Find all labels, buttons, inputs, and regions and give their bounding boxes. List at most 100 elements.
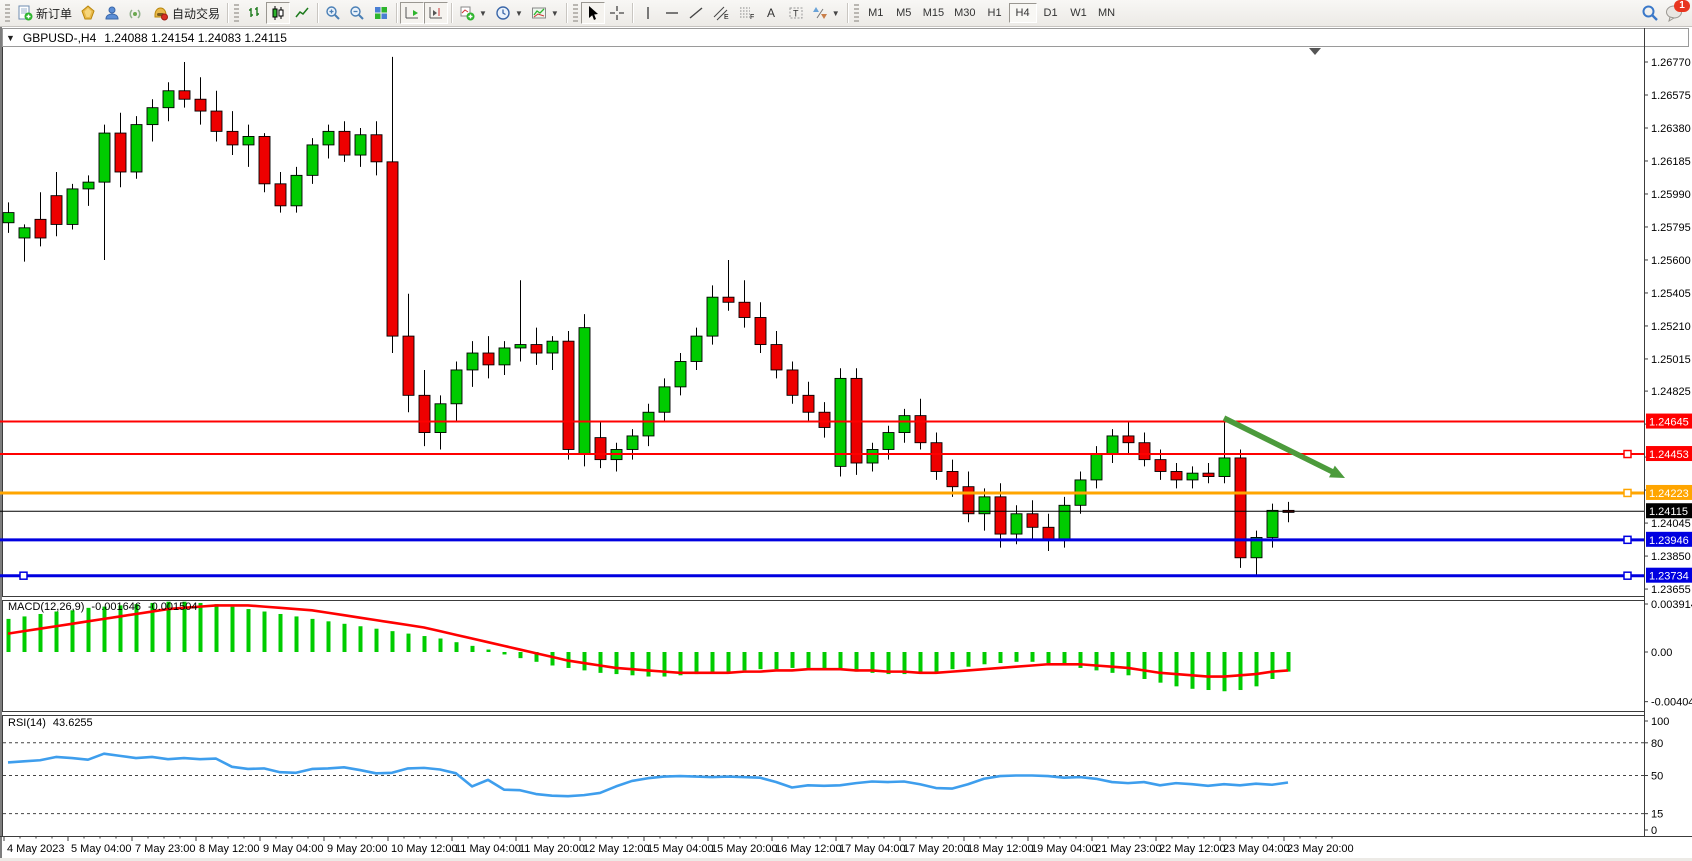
time-axis-label: 11 May 20:00 <box>519 843 585 855</box>
line-handle[interactable] <box>1623 488 1632 498</box>
toolbar-grip[interactable] <box>853 4 859 22</box>
autotrading-button[interactable]: 自动交易 <box>148 2 224 24</box>
macd-histogram-bar <box>214 604 219 652</box>
fibonacci-icon: F <box>739 7 754 21</box>
indicators-button[interactable]: ▼ <box>455 2 491 24</box>
candlestick-chart-icon <box>272 6 284 20</box>
macd-histogram-bar <box>982 652 987 665</box>
bull-candle <box>706 296 719 337</box>
bar-chart-button[interactable] <box>242 2 266 24</box>
community-button[interactable] <box>100 2 124 24</box>
price-tick-label: 1.25405 <box>1651 288 1691 300</box>
timeframe-m15-button[interactable]: M15 <box>918 3 949 23</box>
bear-candle <box>946 471 959 488</box>
bull-candle <box>1010 513 1023 535</box>
macd-histogram-bar <box>598 652 603 673</box>
signals-button[interactable] <box>124 2 148 24</box>
crosshair-button[interactable] <box>605 2 629 24</box>
fibonacci-button[interactable]: F <box>734 2 760 24</box>
bear-candle <box>178 90 191 100</box>
equidistant-channel-button[interactable]: E <box>708 2 734 24</box>
status-strip <box>0 858 1692 861</box>
cursor-button[interactable] <box>580 2 605 24</box>
rsi-indicator-label: RSI(14) 43.6255 <box>8 717 93 729</box>
search-icon[interactable] <box>1641 4 1659 22</box>
text-label-button[interactable]: T <box>784 2 808 24</box>
candlestick-chart-button[interactable] <box>266 2 291 24</box>
timeframe-h4-button[interactable]: H4 <box>1008 3 1037 23</box>
toolbar-grip[interactable] <box>5 4 10 22</box>
timeframe-m5-button[interactable]: M5 <box>890 3 918 23</box>
toolbar-grip[interactable] <box>234 4 240 22</box>
macd-histogram-bar <box>1190 652 1195 689</box>
bear-candle <box>1202 472 1215 477</box>
line-chart-button[interactable] <box>290 2 314 24</box>
templates-button[interactable]: ▼ <box>527 2 563 24</box>
periods-button[interactable]: ▼ <box>491 2 527 24</box>
bear-candle <box>594 437 607 461</box>
trendline-button[interactable] <box>684 2 708 24</box>
timeframe-mn-button[interactable]: MN <box>1093 3 1121 23</box>
arrows-button[interactable]: ▼ <box>808 2 844 24</box>
timeframe-h1-button[interactable]: H1 <box>981 3 1009 23</box>
macd-histogram-bar <box>694 652 699 675</box>
macd-histogram-bar <box>998 652 1003 664</box>
bear-candle <box>338 130 351 156</box>
trend-arrow-annotation[interactable] <box>1222 415 1338 477</box>
line-handle[interactable] <box>1623 449 1632 459</box>
line-handle[interactable] <box>1623 535 1632 545</box>
chart-shift-marker-icon[interactable] <box>1309 48 1321 55</box>
vertical-line-button[interactable] <box>636 2 660 24</box>
tile-windows-button[interactable] <box>369 2 393 24</box>
price-line-label-box <box>1646 484 1692 500</box>
macd-histogram-bar <box>390 631 395 652</box>
zoom-out-button[interactable] <box>345 2 369 24</box>
macd-histogram-bar <box>726 652 731 672</box>
vertical-line-icon <box>647 7 649 19</box>
chart-shift-button[interactable] <box>424 2 449 24</box>
bear-candle <box>802 394 815 413</box>
price-line-label: 1.23946 <box>1649 535 1689 547</box>
timeframe-m1-button[interactable]: M1 <box>862 3 890 23</box>
price-line-label: 1.24223 <box>1649 488 1689 500</box>
macd-histogram-bar <box>918 652 923 673</box>
toolbar-grip[interactable] <box>572 4 578 22</box>
bear-candle <box>994 496 1007 535</box>
macd-histogram-bar <box>38 613 43 652</box>
toolbar-separator <box>227 3 229 23</box>
time-axis-label: 23 May 20:00 <box>1287 843 1354 855</box>
profile-icon <box>105 6 119 20</box>
new-order-button[interactable]: 新订单 <box>13 2 76 24</box>
dropdown-caret-icon: ▼ <box>831 8 840 18</box>
macd-axis-label: -0.004049 <box>1651 697 1692 709</box>
metaeditor-button[interactable] <box>76 2 100 24</box>
trend-arrow-head[interactable] <box>1329 465 1345 478</box>
price-tick-label: 1.26770 <box>1651 57 1691 69</box>
bear-candle <box>754 317 767 346</box>
horizontal-line-button[interactable] <box>660 2 684 24</box>
text-button[interactable]: A <box>760 2 784 24</box>
bear-candle <box>114 132 127 173</box>
macd-histogram-bar <box>902 652 907 675</box>
toolbar-separator <box>396 3 398 23</box>
price-tick-label: 1.23655 <box>1651 584 1691 596</box>
zoom-in-button[interactable] <box>321 2 345 24</box>
line-handle[interactable] <box>19 571 28 580</box>
macd-histogram-bar <box>1046 652 1051 664</box>
timeframe-w1-button[interactable]: W1 <box>1065 3 1093 23</box>
timeframe-d1-button[interactable]: D1 <box>1037 3 1065 23</box>
line-chart-icon <box>295 7 309 18</box>
timeframe-m30-button[interactable]: M30 <box>949 3 980 23</box>
bear-candle <box>562 340 575 450</box>
dropdown-caret-icon: ▼ <box>479 8 487 18</box>
line-handle[interactable] <box>1623 571 1632 580</box>
notifications-button[interactable]: 1 <box>1665 0 1690 22</box>
chart-collapse-icon[interactable]: ▼ <box>6 33 15 43</box>
price-line-label-box <box>1646 413 1692 429</box>
macd-histogram-bar <box>118 605 123 652</box>
price-tick-label: 1.24045 <box>1651 518 1691 530</box>
autoscroll-button[interactable] <box>400 2 425 24</box>
time-axis-label: 15 May 20:00 <box>711 843 778 855</box>
toolbar-separator <box>565 3 567 23</box>
